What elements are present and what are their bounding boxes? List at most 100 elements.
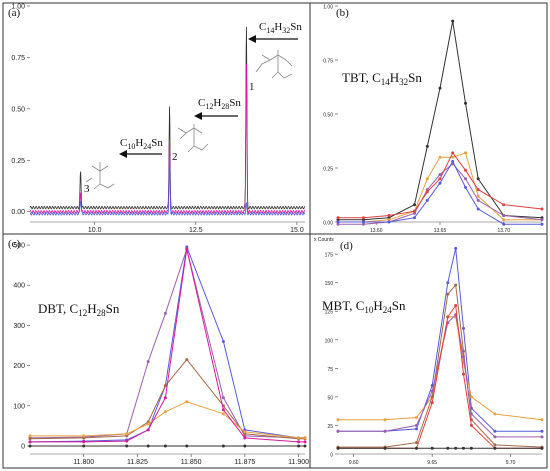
series-line-4 xyxy=(30,401,305,439)
x-tick-label: 9.70 xyxy=(506,460,516,466)
data-point xyxy=(303,440,307,444)
data-point xyxy=(146,360,150,364)
data-point xyxy=(336,429,340,433)
annotation-c12-arrow xyxy=(194,112,238,120)
peak-number-1: 1 xyxy=(249,81,255,93)
data-point xyxy=(387,220,391,224)
data-point xyxy=(502,203,506,207)
x-tick-label: 9.60 xyxy=(349,460,359,466)
series-line-2 xyxy=(29,245,305,443)
data-point xyxy=(28,444,32,448)
data-point xyxy=(125,439,129,443)
data-point xyxy=(469,395,473,399)
y-tick-label: 300 xyxy=(13,323,25,330)
chromatogram-trace-2 xyxy=(29,63,306,214)
x-tick-label: 13.60 xyxy=(370,228,383,234)
y-tick-label: 1.00 xyxy=(11,4,25,11)
data-point xyxy=(451,151,455,155)
data-point xyxy=(28,440,32,444)
data-point xyxy=(493,429,497,433)
series-line-3 xyxy=(29,358,305,440)
y-tick-label: 0.50 xyxy=(323,113,333,119)
data-point xyxy=(438,155,442,159)
y-tick-label: 0.75 xyxy=(323,59,333,65)
panel-d-frame xyxy=(309,233,548,469)
data-point xyxy=(464,177,467,181)
x-tick-label: 9.65 xyxy=(427,460,437,466)
data-point xyxy=(163,311,167,315)
data-point xyxy=(540,418,544,422)
x-tick-label: 12.5 xyxy=(189,227,203,234)
data-point xyxy=(476,188,480,192)
data-point xyxy=(469,446,473,450)
data-point xyxy=(493,443,497,447)
data-point xyxy=(493,446,497,450)
data-point xyxy=(221,340,225,343)
x-tick-label: 15.0 xyxy=(290,227,304,234)
data-point xyxy=(413,209,416,213)
data-point xyxy=(502,218,506,222)
data-point xyxy=(446,281,450,285)
data-point xyxy=(502,222,506,226)
data-point xyxy=(430,401,434,405)
data-point xyxy=(454,246,458,250)
data-point xyxy=(221,396,225,400)
data-point xyxy=(383,418,387,422)
peak-number-3: 3 xyxy=(84,183,90,195)
annotation-c10-formula: C10H24Sn xyxy=(120,137,163,151)
data-point xyxy=(297,440,301,444)
data-point xyxy=(454,446,458,450)
data-point xyxy=(476,198,480,202)
series-line-1 xyxy=(29,247,305,439)
y-tick-label: 175 xyxy=(325,253,334,259)
panel-b-label: (b) xyxy=(336,7,349,19)
y-tick-label: 0.25 xyxy=(11,158,25,165)
x-tick-label: 11.850 xyxy=(181,459,202,466)
annotation-dbt: DBT, C12H28Sn xyxy=(38,301,120,318)
y-tick-label: 75 xyxy=(327,367,333,373)
data-point xyxy=(243,436,247,440)
data-point xyxy=(430,446,434,450)
y-tick-label: 0.00 xyxy=(11,209,25,216)
data-point xyxy=(425,177,429,181)
data-point xyxy=(469,412,473,416)
data-point xyxy=(446,446,450,450)
data-point xyxy=(163,410,167,414)
data-point xyxy=(146,422,150,426)
y-tick-label: 500 xyxy=(13,243,25,250)
series-line-1 xyxy=(338,248,542,432)
x-tick-label: 13.65 xyxy=(434,228,447,234)
x-tick-label: 11.900 xyxy=(288,459,309,466)
data-point xyxy=(221,408,225,412)
data-point xyxy=(454,304,458,307)
data-point xyxy=(540,429,544,433)
data-point xyxy=(415,423,418,427)
data-point xyxy=(540,207,544,211)
data-point xyxy=(146,428,150,432)
data-point xyxy=(82,444,86,448)
panel-d-label: (d) xyxy=(340,240,353,252)
y-tick-label: 100 xyxy=(325,338,334,344)
series-line-2 xyxy=(338,316,543,421)
data-point xyxy=(438,177,442,181)
plot-area-c: 0 100 200 300 400 500 11.800 11.825 11.850 11.875… xyxy=(13,243,309,466)
data-point xyxy=(336,220,340,224)
annotation-tbt: TBT, C14H32Sn xyxy=(342,70,422,87)
y-tick-label: 100 xyxy=(13,403,25,410)
data-point xyxy=(451,19,455,23)
data-point xyxy=(297,444,301,448)
data-point xyxy=(425,190,429,194)
x-tick-label: 11.800 xyxy=(73,459,94,466)
y-tick-label: 200 xyxy=(13,363,25,370)
data-point xyxy=(464,151,467,155)
y-tick-label: 0 xyxy=(330,453,333,459)
data-point xyxy=(415,416,418,419)
data-point xyxy=(28,437,32,441)
y-tick-label: 0 xyxy=(21,443,25,450)
x-tick-label: 11.875 xyxy=(234,459,255,466)
series-line-4 xyxy=(338,313,542,438)
data-point xyxy=(462,355,465,359)
data-point xyxy=(185,400,189,404)
x-tick-label: 11.825 xyxy=(127,459,148,466)
